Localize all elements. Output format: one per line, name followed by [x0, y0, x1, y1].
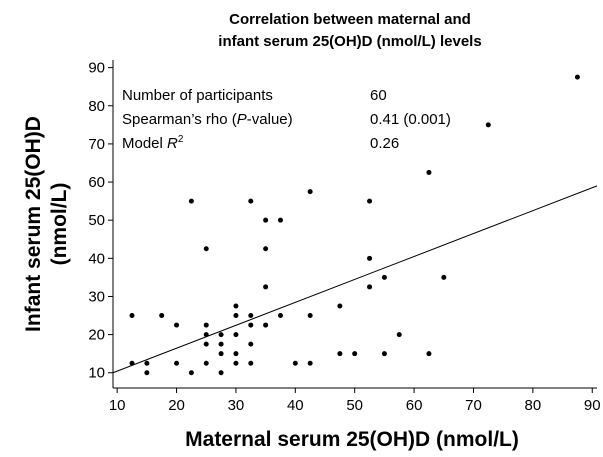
point: [263, 284, 269, 290]
point: [574, 74, 580, 80]
point: [485, 122, 491, 128]
chart-title: Correlation between maternal and: [229, 11, 471, 28]
annotation: Spearman’s rho (P-value): [122, 111, 293, 128]
x-tick-label: 90: [584, 397, 601, 414]
point: [292, 360, 298, 366]
point: [233, 360, 239, 366]
point: [441, 274, 447, 280]
point: [203, 322, 209, 328]
point: [367, 255, 373, 261]
x-tick-label: 20: [168, 397, 185, 414]
point: [263, 246, 269, 252]
point: [218, 351, 224, 357]
regression-line: [112, 185, 598, 374]
x-tick-label: 10: [109, 397, 126, 414]
y-tick-label: 60: [88, 174, 105, 191]
y-axis-label: (nmol/L): [48, 183, 71, 266]
point: [277, 313, 283, 319]
point: [203, 332, 209, 338]
y-tick-label: 40: [88, 250, 105, 267]
point: [174, 360, 180, 366]
chart-title: infant serum 25(OH)D (nmol/L) levels: [218, 33, 481, 50]
point: [426, 170, 432, 176]
annotation-label: Number of participants: [122, 87, 273, 104]
annotation: Number of participants: [122, 87, 273, 104]
point: [263, 217, 269, 223]
y-axis-label: Infant serum 25(OH)D: [22, 116, 45, 332]
point: [337, 351, 343, 357]
y-tick-label: 80: [88, 98, 105, 115]
annotation-label: Spearman’s rho (: [122, 111, 237, 128]
point: [129, 360, 135, 366]
point: [218, 341, 224, 347]
point: [203, 341, 209, 347]
y-tick-label: 50: [88, 212, 105, 229]
point: [248, 198, 254, 204]
x-tick-label: 70: [465, 397, 482, 414]
point: [307, 313, 313, 319]
point: [129, 313, 135, 319]
point: [337, 303, 343, 309]
y-tick-label: 30: [88, 288, 105, 305]
point: [381, 274, 387, 280]
point: [174, 322, 180, 328]
point: [233, 351, 239, 357]
point: [263, 322, 269, 328]
point: [233, 332, 239, 338]
point: [248, 313, 254, 319]
point: [248, 341, 254, 347]
point: [203, 360, 209, 366]
point: [159, 313, 165, 319]
annotation-label: 2: [178, 134, 184, 145]
x-axis-label: Maternal serum 25(OH)D (nmol/L): [185, 428, 519, 451]
x-tick-label: 60: [406, 397, 423, 414]
annotation-value: 60: [370, 87, 387, 104]
point: [248, 322, 254, 328]
annotation-value: 0.41 (0.001): [370, 111, 451, 128]
y-tick-label: 20: [88, 327, 105, 344]
point: [307, 360, 313, 366]
point: [188, 198, 194, 204]
x-tick-label: 80: [525, 397, 542, 414]
point: [144, 370, 150, 376]
point: [367, 198, 373, 204]
x-tick-label: 40: [287, 397, 304, 414]
annotation-label: P: [237, 111, 247, 128]
y-tick-label: 10: [88, 365, 105, 382]
annotation: Model R2: [122, 134, 184, 152]
x-tick-label: 50: [346, 397, 363, 414]
y-tick-label: 70: [88, 136, 105, 153]
point: [144, 360, 150, 366]
annotation-label: R: [167, 135, 178, 152]
annotation-value: 0.26: [370, 135, 399, 152]
x-tick-label: 30: [228, 397, 245, 414]
annotation-label: -value): [247, 111, 293, 128]
point: [218, 332, 224, 338]
point: [307, 189, 313, 195]
point: [248, 360, 254, 366]
annotation-label: Model: [122, 135, 167, 152]
point: [277, 217, 283, 223]
point: [381, 351, 387, 357]
point: [352, 351, 358, 357]
y-tick-label: 90: [88, 60, 105, 77]
point: [203, 246, 209, 252]
point: [367, 284, 373, 290]
point: [188, 370, 194, 376]
point: [233, 313, 239, 319]
point: [233, 303, 239, 309]
point: [396, 332, 402, 338]
point: [426, 351, 432, 357]
point: [218, 370, 224, 376]
